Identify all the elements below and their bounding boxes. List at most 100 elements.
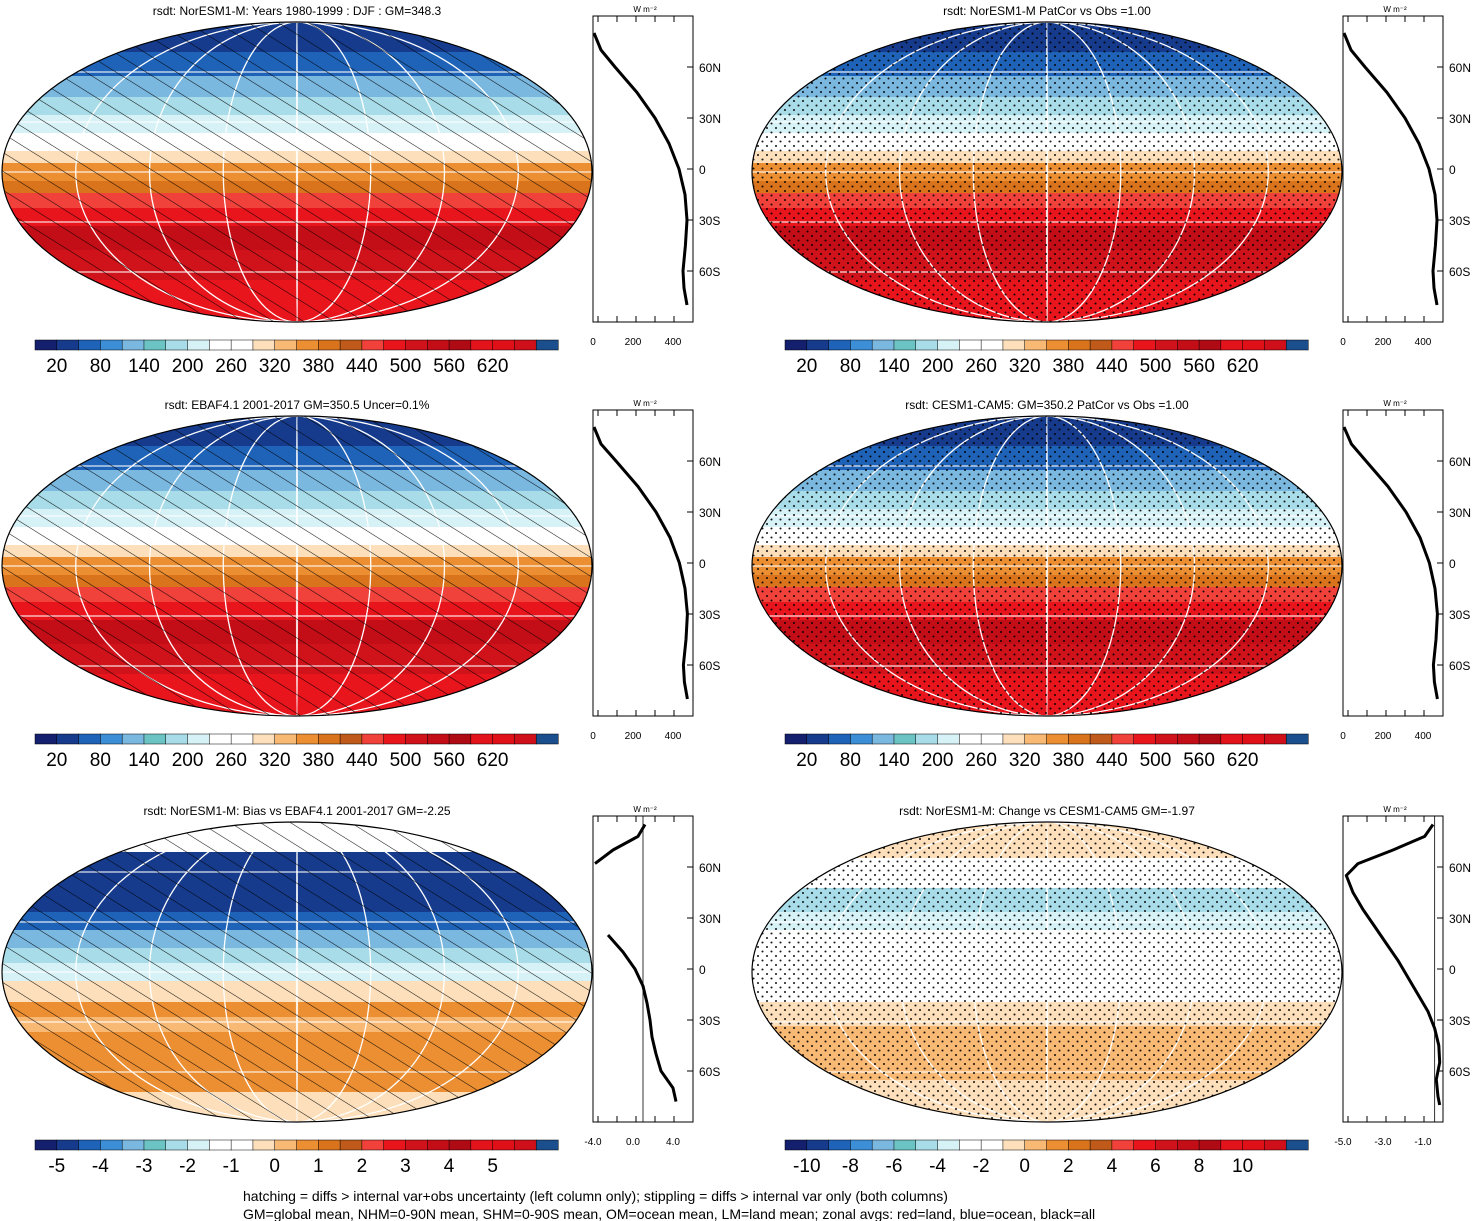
profile-curve: [1342, 426, 1439, 700]
colorbar-box: [361, 733, 385, 745]
colorbar-tick-label: 200: [172, 356, 204, 377]
colorbar-tick-label: 2: [357, 1156, 368, 1177]
profile-lat-label: 0: [699, 163, 706, 177]
colorbar-box: [1220, 733, 1244, 745]
map-field: [752, 822, 1342, 1122]
colorbar-box: [980, 733, 1004, 745]
colorbar-tick-label: 140: [128, 750, 160, 771]
colorbar-tick-label: 500: [390, 356, 422, 377]
colorbar-box: [1242, 339, 1265, 351]
colorbar-box: [492, 733, 515, 745]
colorbar-box: [1046, 1139, 1069, 1151]
colorbar-tick-label: 500: [1140, 356, 1172, 377]
profile-lat-label: 30S: [1449, 1014, 1470, 1028]
profile-curve: [592, 426, 689, 700]
profile-curve: [592, 32, 689, 306]
colorbar-tick-label: 560: [433, 356, 465, 377]
colorbar-box: [230, 1139, 254, 1151]
map-title: rsdt: CESM1-CAM5: GM=350.2 PatCor vs Obs…: [905, 398, 1189, 412]
colorbar-box: [514, 339, 537, 351]
colorbar-box: [121, 733, 145, 745]
profile-lat-label: 60N: [1449, 61, 1471, 75]
colorbar-box: [1111, 1139, 1135, 1151]
map-field: [2, 22, 592, 322]
profile-lat-label: 30S: [699, 608, 720, 622]
colorbar-box: [1133, 1139, 1157, 1151]
colorbar-box: [361, 339, 385, 351]
colorbar-tick-label: 380: [1052, 750, 1084, 771]
zonal-profile: W m⁻² -5.0 -3.0 -1.0 60N 30N 0 30S 60S: [1334, 805, 1471, 1148]
colorbar-box: [1242, 1139, 1265, 1151]
colorbar-box: [1089, 339, 1113, 351]
profile-lat-label: 60N: [699, 861, 721, 875]
colorbar-box: [78, 733, 101, 745]
colorbar-tick-label: 620: [477, 356, 509, 377]
profile-lat-label: 60S: [1449, 1065, 1470, 1079]
profile-frame: [1342, 815, 1444, 1123]
colorbar-tick-label: 380: [302, 356, 334, 377]
profile-xtick-label: -5.0: [1334, 1137, 1352, 1148]
profile-lat-label: 30S: [699, 1014, 720, 1028]
profile-xtick-label: 200: [625, 337, 642, 348]
colorbar-tick-label: 380: [302, 750, 334, 771]
colorbar-box: [56, 339, 80, 351]
panel-bias: rsdt: NorESM1-M: Bias vs EBAF4.1 2001-20…: [1, 804, 721, 1177]
map-title: rsdt: NorESM1-M PatCor vs Obs =1.00: [943, 4, 1151, 18]
colorbar-tick-label: 620: [1227, 356, 1259, 377]
profile-units: W m⁻²: [633, 399, 657, 408]
colorbar-tick-label: 440: [346, 750, 378, 771]
panel-obs-climatology: rsdt: EBAF4.1 2001-2017 GM=350.5 Uncer=0…: [1, 398, 721, 771]
colorbar-box: [1155, 733, 1178, 745]
profile-lat-label: 60S: [699, 265, 720, 279]
profile-xtick-label: 4.0: [666, 1137, 680, 1148]
colorbar-box: [230, 733, 254, 745]
map-field: [2, 416, 592, 716]
colorbar-tick-label: 500: [390, 750, 422, 771]
colorbar-box: [915, 339, 939, 351]
colorbar-box: [1024, 1139, 1048, 1151]
colorbar-box: [828, 733, 851, 745]
colorbar-box: [252, 733, 276, 745]
profile-xtick-label: 200: [1375, 731, 1392, 742]
colorbar: -10 -8 -6 -4 -2 0 2 4 6 8 10: [784, 1139, 1309, 1177]
map-field: [2, 822, 592, 1122]
footer-line-1: hatching = diffs > internal var+obs unce…: [243, 1188, 948, 1204]
colorbar-box: [318, 733, 341, 745]
colorbar-box: [1177, 733, 1200, 745]
colorbar-box: [937, 339, 960, 351]
colorbar-box: [274, 339, 298, 351]
colorbar-tick-label: -4: [929, 1156, 946, 1177]
profile-lat-label: 0: [699, 963, 706, 977]
colorbar-box: [405, 733, 428, 745]
colorbar-box: [1024, 733, 1048, 745]
colorbar-box: [448, 733, 472, 745]
colorbar-box: [121, 339, 145, 351]
colorbar-box: [1177, 1139, 1200, 1151]
profile-lat-label: 60N: [1449, 861, 1471, 875]
colorbar-box: [274, 1139, 298, 1151]
colorbar-tick-label: 80: [90, 750, 111, 771]
colorbar-box: [915, 733, 939, 745]
colorbar-box: [100, 339, 123, 351]
colorbar-tick-label: -3: [136, 1156, 153, 1177]
colorbar: 20 80 140 200 260 320 380 440 500 560 620: [784, 733, 1309, 771]
colorbar-box: [405, 1139, 428, 1151]
colorbar-box: [209, 1139, 232, 1151]
colorbar-box: [56, 1139, 80, 1151]
colorbar-box: [274, 733, 298, 745]
profile-xtick-label: 400: [665, 731, 682, 742]
map-outline: [751, 415, 1343, 717]
colorbar-box: [1177, 339, 1200, 351]
colorbar-box: [1264, 1139, 1287, 1151]
colorbar-box: [1002, 1139, 1026, 1151]
colorbar-tick-label: 260: [215, 356, 247, 377]
colorbar-tick-label: 0: [1019, 1156, 1030, 1177]
colorbar-box: [1002, 733, 1026, 745]
colorbar-box: [784, 733, 808, 745]
colorbar-box: [470, 339, 494, 351]
colorbar-box: [535, 339, 559, 351]
colorbar: 20 80 140 200 260 320 380 440 500 560 620: [784, 339, 1309, 377]
colorbar-box: [893, 733, 917, 745]
significance-overlay: [2, 416, 592, 716]
colorbar-tick-label: 260: [215, 750, 247, 771]
